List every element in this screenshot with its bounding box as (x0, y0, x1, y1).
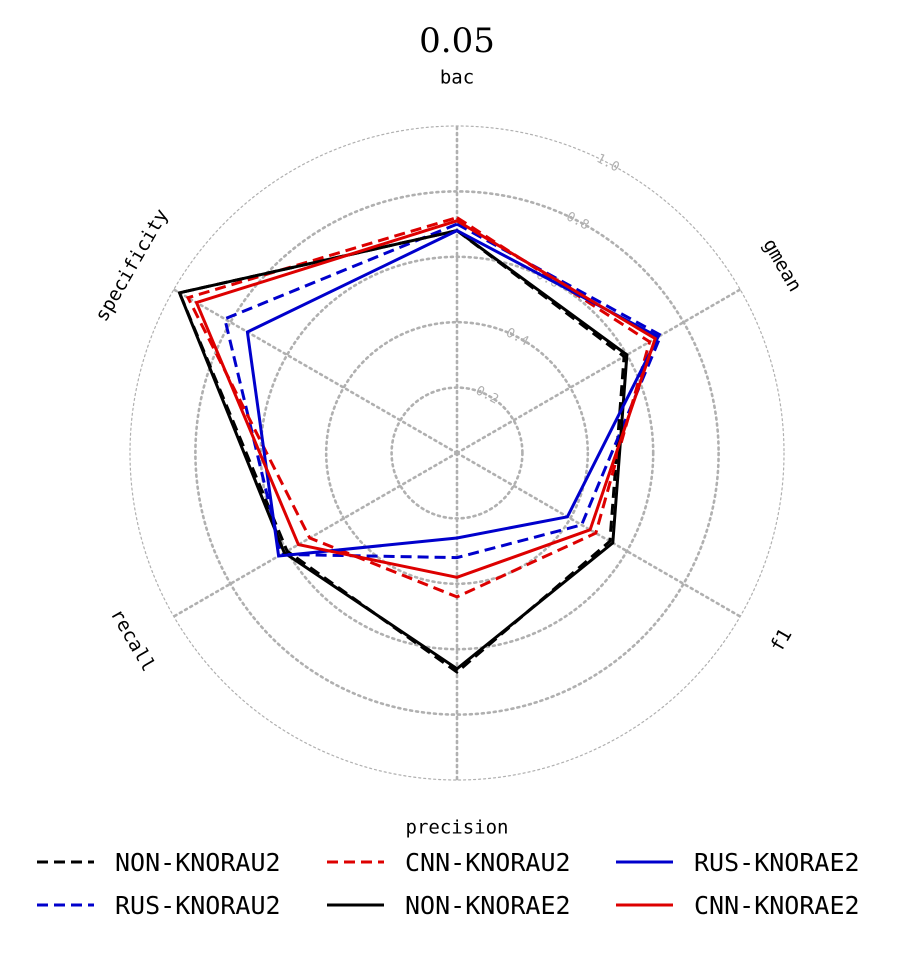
legend-label-non-knorae2: NON-KNORAE2 (405, 891, 571, 920)
axis-spoke (172, 288, 459, 455)
legend-label-rus-knorau2: RUS-KNORAU2 (115, 891, 281, 920)
legend-label-rus-knorae2: RUS-KNORAE2 (694, 848, 860, 877)
grid-circle (259, 255, 655, 651)
radar-grid (129, 124, 785, 782)
axis-labels: bac gmean f1 precision recall specificity (91, 67, 806, 839)
series-line-rus-knorae2 (245, 228, 661, 558)
series-line-cnn-knorae2 (194, 219, 658, 579)
axis-spoke (172, 451, 459, 618)
axis-label-f1: f1 (766, 625, 796, 656)
series-line-non-knorau2 (177, 228, 626, 675)
radial-tick-label: 1.0 (594, 151, 622, 175)
series-lines (177, 215, 663, 675)
radial-tick-label: 0.8 (564, 209, 592, 233)
axis-label-precision: precision (406, 817, 509, 839)
legend-label-cnn-knorau2: CNN-KNORAU2 (405, 848, 571, 877)
axis-label-bac: bac (440, 67, 474, 89)
series-line-rus-knorau2 (223, 222, 663, 560)
chart-title: 0.05 (419, 21, 495, 61)
axis-label-specificity: specificity (91, 205, 173, 325)
series-line-non-knorae2 (177, 228, 629, 671)
legend: NON-KNORAU2 RUS-KNORAU2 CNN-KNORAU2 NON-KNO… (37, 848, 860, 920)
legend-label-cnn-knorae2: CNN-KNORAE2 (694, 891, 860, 920)
radial-tick-label: 0.2 (473, 383, 501, 407)
axis-spoke (455, 288, 742, 455)
axis-label-gmean: gmean (758, 235, 806, 296)
radial-tick-label: 0.4 (503, 325, 531, 349)
legend-label-non-knorau2: NON-KNORAU2 (115, 848, 281, 877)
series-line-cnn-knorau2 (185, 215, 652, 599)
axis-label-recall: recall (106, 605, 159, 675)
axis-spoke (455, 451, 742, 618)
grid-circle (194, 190, 720, 716)
